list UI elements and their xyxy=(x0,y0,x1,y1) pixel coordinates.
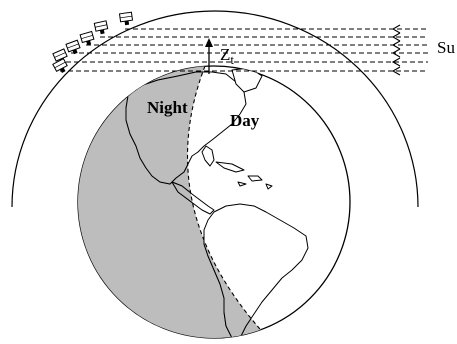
florida xyxy=(201,145,215,167)
arrowhead-4 xyxy=(391,48,401,58)
zenith-label: Zt xyxy=(220,45,234,67)
zenith-label-main: Z xyxy=(220,45,230,64)
satellite-icon xyxy=(93,20,109,35)
satellites xyxy=(52,11,134,74)
sun-label: Su xyxy=(437,38,455,57)
satellite-icon xyxy=(79,30,95,46)
day-label: Day xyxy=(230,111,260,130)
night-hemisphere xyxy=(78,66,268,338)
satellite-icon xyxy=(52,57,68,74)
arrowhead-1 xyxy=(391,24,401,34)
satellite-icon xyxy=(118,11,134,26)
sun-ray-arrowheads xyxy=(391,24,401,76)
night-label: Night xyxy=(147,98,188,117)
caribbean-islands xyxy=(215,161,273,190)
arrowhead-6 xyxy=(391,66,401,76)
satellite-icon xyxy=(65,39,81,55)
terminator-line xyxy=(187,66,269,338)
arrowhead-2 xyxy=(391,32,401,42)
zenith-arrow xyxy=(205,38,213,74)
atmosphere-arc xyxy=(11,10,419,208)
arrowhead-5 xyxy=(391,57,401,67)
zenith-label-sub: t xyxy=(230,52,234,67)
sun-rays xyxy=(58,28,428,72)
arrowhead-3 xyxy=(391,40,401,50)
